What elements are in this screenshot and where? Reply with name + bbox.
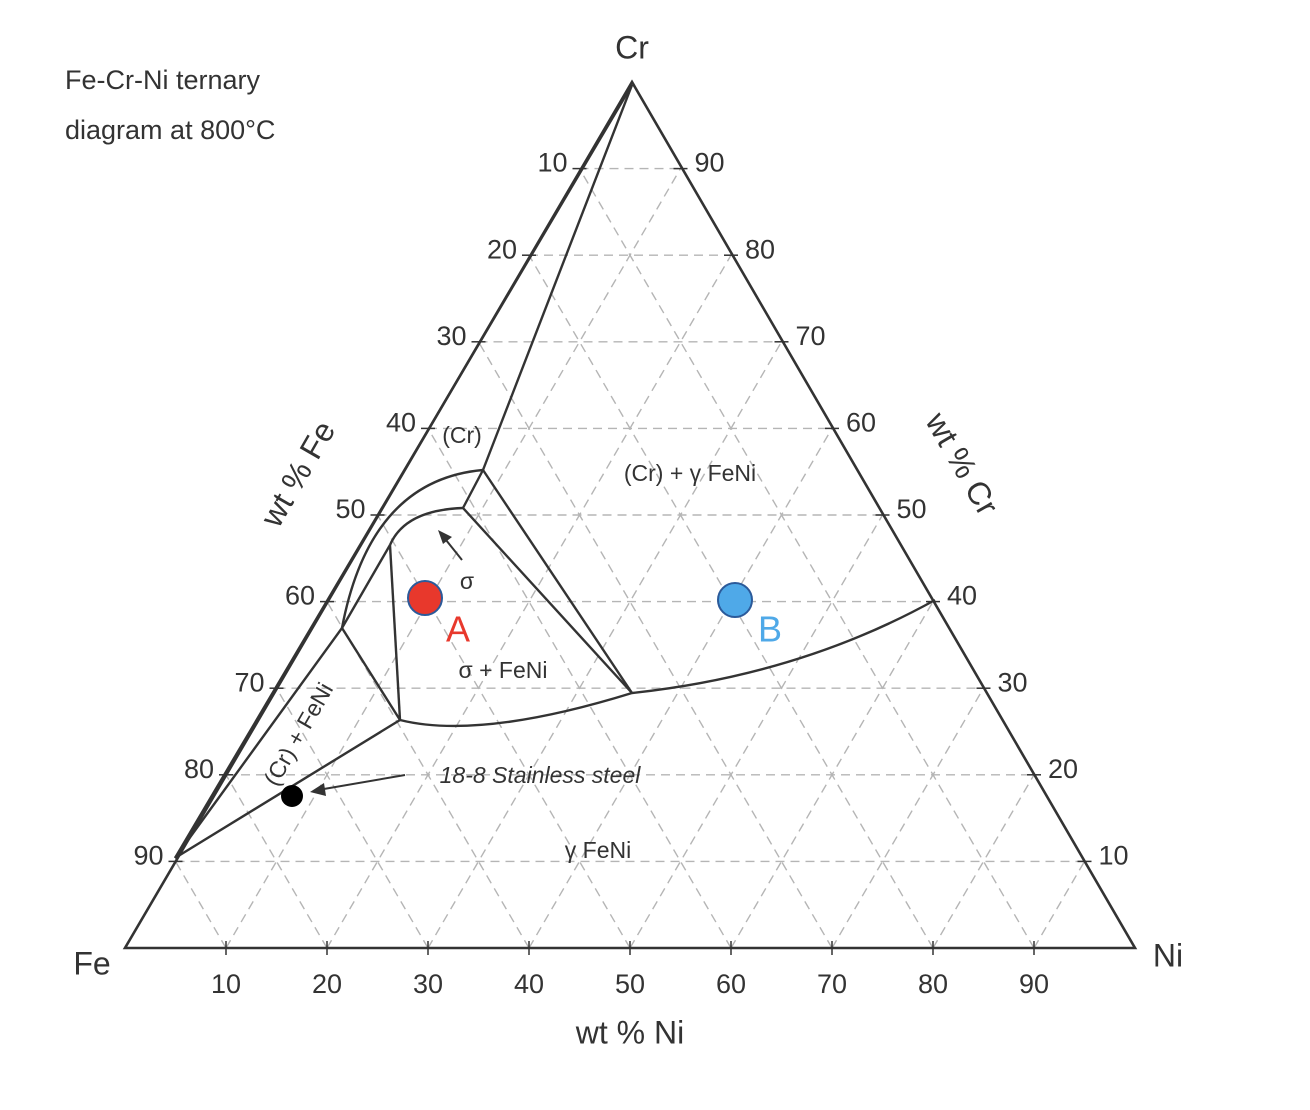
- grid-line: [629, 514, 884, 949]
- grid-line: [427, 341, 783, 949]
- tick-label: 40: [947, 581, 977, 611]
- region-label: γ FeNi: [565, 837, 631, 863]
- tick-label: 70: [234, 667, 264, 697]
- boundary: [340, 627, 402, 721]
- region-label: (Cr): [442, 422, 482, 448]
- tick-label: 90: [1019, 969, 1049, 999]
- boundary: [340, 468, 484, 629]
- grid-line: [225, 774, 328, 949]
- tick-label: 60: [285, 581, 315, 611]
- region-label: σ + FeNi: [459, 657, 548, 683]
- region-label: σ: [460, 568, 474, 594]
- tick-label: 20: [487, 234, 517, 264]
- point-b: [717, 582, 753, 618]
- tick-label: 30: [436, 321, 466, 351]
- title: diagram at 800°C: [65, 115, 275, 145]
- grid: [174, 167, 1086, 949]
- vertex-label: Cr: [615, 29, 649, 65]
- tick-label: 60: [716, 969, 746, 999]
- grid-line: [477, 341, 833, 949]
- grid-line: [225, 168, 682, 949]
- tick-label: 20: [312, 969, 342, 999]
- tick-label: 50: [615, 969, 645, 999]
- grid-line: [275, 687, 429, 949]
- arrow-head: [438, 530, 452, 544]
- vertex-label: Ni: [1153, 937, 1183, 973]
- tick-label: 50: [335, 494, 365, 524]
- grid-line: [326, 254, 732, 949]
- tick-label: 10: [211, 969, 241, 999]
- tick-label: 80: [745, 234, 775, 264]
- region-label: (Cr) + γ FeNi: [624, 460, 756, 486]
- arrow-head: [310, 783, 326, 796]
- tick-label: 60: [846, 408, 876, 438]
- point-label: A: [446, 609, 470, 650]
- point-a: [407, 580, 443, 616]
- tick-label: 30: [998, 667, 1028, 697]
- grid-line: [1033, 861, 1086, 949]
- vertex-label: Fe: [73, 945, 110, 981]
- axis-label: wt % Cr: [918, 405, 1006, 521]
- grid-line: [831, 687, 985, 949]
- axis-label: wt % Ni: [575, 1014, 684, 1050]
- point-label: B: [758, 609, 782, 650]
- boundary: [462, 507, 633, 694]
- tick-label: 40: [514, 969, 544, 999]
- grid-line: [376, 514, 631, 949]
- boundary: [461, 469, 485, 509]
- tick-label: 50: [897, 494, 927, 524]
- boundary: [481, 84, 634, 471]
- tick-label: 80: [184, 754, 214, 784]
- annotation: 18-8 Stainless steel: [440, 762, 642, 788]
- tick-label: 10: [1099, 841, 1129, 871]
- tick-label: 10: [537, 148, 567, 178]
- grid-line: [578, 168, 1035, 949]
- boundary: [388, 506, 464, 546]
- steel-point: [281, 785, 303, 807]
- grid-line: [528, 428, 833, 949]
- grid-line: [427, 428, 732, 949]
- boundary: [174, 627, 343, 859]
- tick-label: 90: [695, 148, 725, 178]
- tick-label: 40: [386, 408, 416, 438]
- tick-label: 20: [1048, 754, 1078, 784]
- grid-line: [528, 254, 934, 949]
- tick-label: 70: [817, 969, 847, 999]
- grid-line: [932, 774, 1035, 949]
- boundary: [482, 469, 633, 694]
- title: Fe-Cr-Ni ternary: [65, 65, 261, 95]
- tick-label: 30: [413, 969, 443, 999]
- boundary: [173, 84, 634, 859]
- tick-label: 70: [796, 321, 826, 351]
- boundary: [388, 544, 402, 721]
- phase-boundaries: [173, 84, 936, 860]
- grid-line: [174, 861, 227, 949]
- boundary: [340, 544, 392, 629]
- ticks: 10 20 30 40 50 60 70 80 90 10 20 30 40 50 60 70 80 90 90 80…: [133, 148, 1128, 999]
- tick-label: 80: [918, 969, 948, 999]
- arrow: [317, 774, 406, 791]
- grid-line: [730, 601, 934, 949]
- boundary: [399, 598, 936, 728]
- tick-label: 90: [133, 841, 163, 871]
- axis-label: wt % Fe: [253, 415, 342, 534]
